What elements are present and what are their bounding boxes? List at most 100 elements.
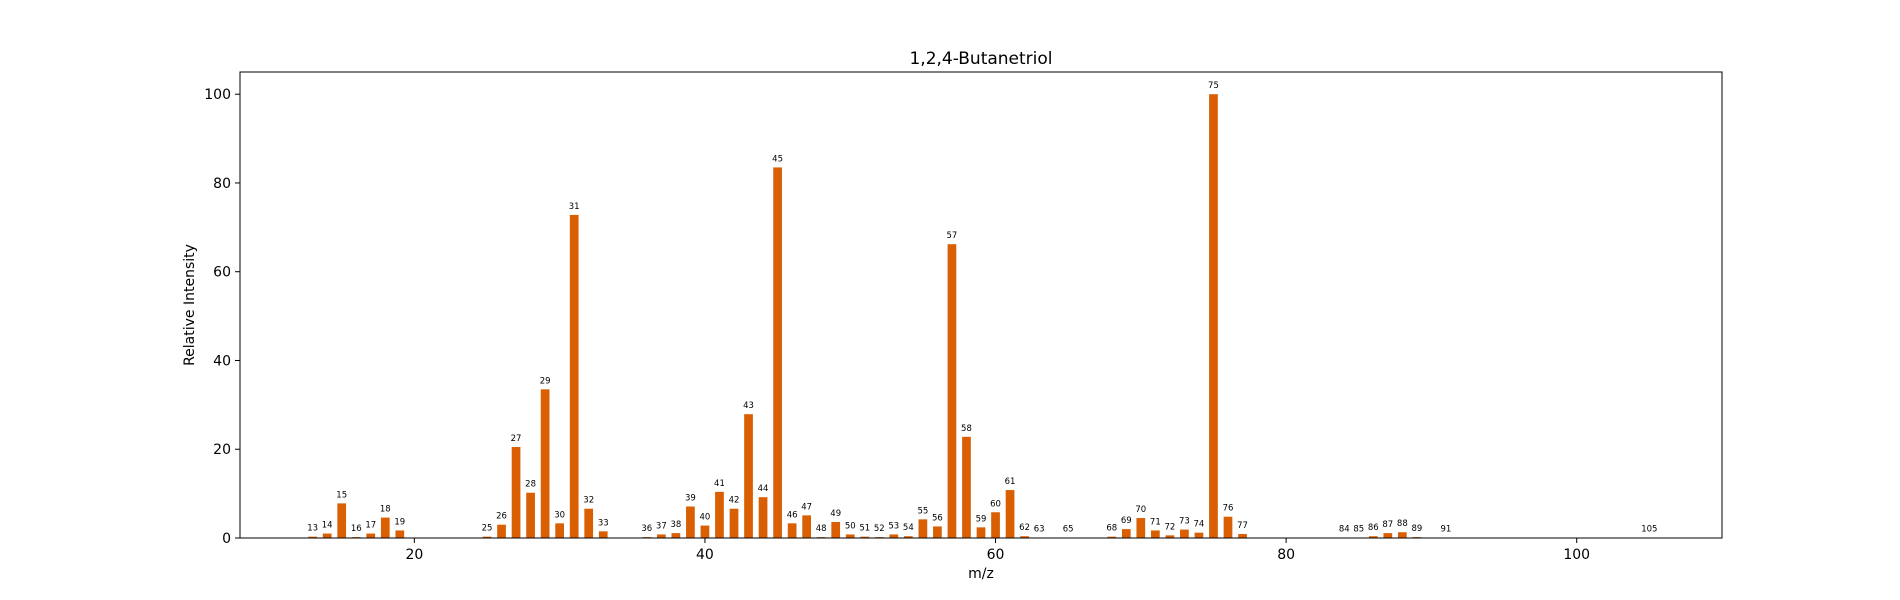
bar-label-mz-54: 54 [903, 523, 914, 533]
bar-mz-15 [337, 503, 347, 538]
bar-label-mz-17: 17 [365, 521, 376, 531]
bar-mz-45 [773, 167, 782, 539]
bar-label-mz-86: 86 [1368, 523, 1379, 533]
bar-mz-49 [831, 522, 841, 538]
bar-mz-56 [933, 526, 942, 538]
bar-label-mz-69: 69 [1121, 516, 1132, 526]
bar-label-mz-45: 45 [772, 154, 783, 164]
bar-label-mz-37: 37 [656, 521, 667, 531]
bar-label-mz-48: 48 [816, 524, 827, 534]
bar-mz-77 [1238, 534, 1247, 538]
bar-mz-69 [1121, 529, 1131, 538]
bar-label-mz-88: 88 [1397, 519, 1408, 529]
bar-mz-88 [1397, 532, 1407, 538]
bar-label-mz-47: 47 [801, 502, 812, 512]
bar-label-mz-75: 75 [1208, 81, 1219, 91]
bar-mz-59 [976, 527, 986, 538]
x-tick-label: 20 [405, 547, 423, 563]
bar-label-mz-46: 46 [787, 510, 798, 520]
bar-label-mz-39: 39 [685, 493, 696, 503]
x-axis-label: m/z [968, 566, 994, 582]
bar-mz-76 [1223, 516, 1233, 538]
bar-label-mz-29: 29 [540, 376, 551, 386]
bar-mz-53 [889, 534, 899, 538]
bar-label-mz-15: 15 [336, 490, 347, 500]
bar-mz-70 [1136, 518, 1146, 538]
bar-mz-17 [366, 533, 376, 538]
bar-label-mz-41: 41 [714, 479, 725, 489]
bar-label-mz-32: 32 [583, 496, 594, 506]
bar-mz-19 [395, 530, 405, 538]
bar-mz-57 [947, 244, 957, 538]
bar-label-mz-13: 13 [307, 524, 318, 534]
bar-mz-25 [482, 536, 492, 538]
bar-mz-58 [962, 436, 971, 538]
x-axis: 20 40 60 80 100 [405, 538, 1590, 563]
y-tick-label: 80 [213, 176, 231, 192]
bar-label-mz-76: 76 [1223, 504, 1234, 514]
plot-area [240, 72, 1722, 538]
bar-mz-18 [380, 517, 390, 538]
bar-label-mz-33: 33 [598, 518, 609, 528]
bar-mz-14 [322, 533, 332, 538]
bar-mz-43 [744, 414, 753, 538]
bar-label-mz-87: 87 [1382, 520, 1393, 530]
y-tick-label: 20 [213, 442, 231, 458]
bar-label-mz-49: 49 [830, 509, 841, 519]
bar-mz-13 [308, 536, 318, 538]
bar-mz-55 [918, 519, 928, 538]
bar-mz-42 [729, 508, 739, 538]
bar-mz-32 [584, 508, 594, 538]
y-tick-label: 40 [213, 353, 231, 369]
bar-mz-33 [598, 531, 608, 538]
bar-label-mz-52: 52 [874, 524, 885, 534]
bar-label-mz-73: 73 [1179, 517, 1190, 527]
bar-mz-37 [656, 534, 666, 538]
bar-label-mz-55: 55 [917, 506, 928, 516]
bar-mz-73 [1180, 529, 1189, 538]
bar-mz-68 [1107, 536, 1117, 538]
bar-mz-72 [1165, 535, 1175, 538]
bar-mz-86 [1368, 536, 1378, 538]
bar-label-mz-51: 51 [859, 524, 870, 534]
y-tick-label: 100 [204, 87, 231, 103]
bar-mz-41 [715, 491, 724, 538]
bar-mz-44 [758, 497, 768, 538]
bar-label-mz-40: 40 [700, 513, 711, 523]
bar-mz-61 [1005, 490, 1015, 538]
bar-label-mz-61: 61 [1005, 477, 1016, 487]
bar-mz-30 [555, 523, 565, 538]
bar-mz-31 [569, 214, 579, 538]
x-tick-label: 80 [1277, 547, 1295, 563]
y-axis: 0 20 40 60 80 100 [204, 87, 240, 547]
bar-mz-39 [686, 506, 695, 538]
bar-label-mz-59: 59 [976, 514, 987, 524]
bar-label-mz-28: 28 [525, 480, 536, 490]
bar-label-mz-71: 71 [1150, 517, 1161, 527]
bar-label-mz-27: 27 [511, 434, 522, 444]
plot-frame [239, 71, 1723, 539]
bar-label-mz-30: 30 [554, 510, 565, 520]
bar-mz-46 [787, 523, 797, 538]
bar-label-mz-68: 68 [1106, 524, 1117, 534]
bar-label-mz-84: 84 [1339, 525, 1350, 535]
bar-label-mz-16: 16 [351, 524, 362, 534]
bar-label-mz-105: 105 [1641, 525, 1657, 535]
bar-label-mz-65: 65 [1063, 525, 1074, 535]
bar-mz-74 [1194, 532, 1204, 538]
bar-mz-40 [700, 525, 710, 538]
bar-label-mz-62: 62 [1019, 523, 1030, 533]
bar-mz-60 [991, 512, 1000, 538]
bar-label-mz-14: 14 [322, 521, 333, 531]
bar-label-mz-43: 43 [743, 401, 754, 411]
bar-label-mz-56: 56 [932, 513, 943, 523]
bar-mz-75 [1209, 94, 1218, 538]
bar-mz-38 [671, 533, 681, 538]
y-axis-label: Relative Intensity [182, 244, 198, 366]
bars-layer [308, 94, 1654, 539]
bar-mz-27 [511, 447, 521, 538]
bar-label-mz-44: 44 [758, 484, 769, 494]
bar-label-mz-26: 26 [496, 512, 507, 522]
y-tick-label: 0 [222, 531, 231, 547]
